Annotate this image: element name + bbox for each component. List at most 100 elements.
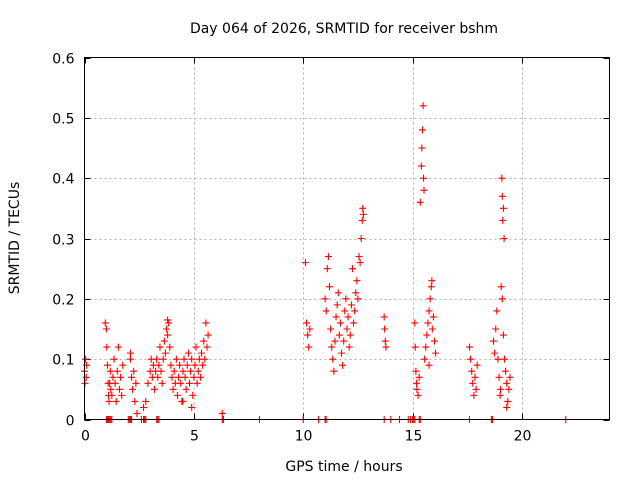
data-point — [176, 361, 184, 369]
data-point — [413, 385, 421, 393]
data-point — [327, 325, 335, 333]
data-point — [142, 397, 150, 405]
data-point — [164, 316, 172, 324]
data-point — [306, 325, 314, 333]
x-axis-label: GPS time / hours — [285, 459, 402, 475]
data-point — [423, 331, 431, 339]
data-point — [113, 367, 121, 375]
data-point — [490, 337, 498, 345]
data-point — [155, 361, 163, 369]
data-point — [131, 397, 139, 405]
data-point — [425, 307, 433, 315]
data-point — [201, 355, 209, 363]
data-points — [81, 102, 570, 423]
data-point — [193, 379, 201, 387]
data-point — [336, 319, 344, 327]
data-point — [126, 349, 134, 357]
data-point — [126, 355, 134, 363]
data-point — [133, 409, 141, 417]
data-point — [506, 373, 514, 381]
data-point — [163, 325, 171, 333]
data-point — [177, 379, 185, 387]
data-point — [159, 355, 167, 363]
data-point — [144, 379, 152, 387]
data-point — [200, 337, 208, 345]
data-point — [339, 361, 347, 369]
data-point — [112, 397, 120, 405]
data-point — [111, 379, 119, 387]
y-axis-label: SRMTID / TECUs — [7, 182, 23, 295]
data-point — [132, 379, 140, 387]
data-point — [151, 385, 158, 393]
y-tick-label: 0.6 — [52, 52, 74, 68]
data-point — [341, 307, 349, 315]
data-point — [110, 355, 118, 363]
data-point — [472, 385, 480, 393]
gridlines — [84, 57, 610, 420]
data-point — [107, 385, 115, 393]
data-point — [114, 343, 122, 351]
data-point — [416, 198, 424, 206]
y-tick-label: 0 — [66, 414, 75, 430]
data-point — [105, 397, 113, 405]
data-point — [499, 204, 507, 212]
data-point — [160, 337, 168, 345]
data-point — [128, 373, 136, 381]
data-point — [467, 355, 475, 363]
data-point — [418, 144, 426, 152]
data-point — [500, 235, 508, 242]
data-point — [106, 367, 114, 375]
data-point — [118, 391, 126, 399]
data-point — [348, 265, 356, 273]
data-point — [493, 307, 501, 315]
data-point — [170, 367, 178, 375]
data-point — [503, 403, 511, 411]
data-point — [329, 355, 337, 363]
data-point — [418, 126, 426, 134]
data-point — [321, 295, 329, 303]
data-point — [345, 343, 353, 351]
data-point — [381, 325, 389, 333]
data-point — [119, 361, 127, 369]
data-point — [424, 319, 432, 327]
data-point — [359, 210, 367, 218]
data-point — [466, 343, 473, 351]
data-point — [413, 379, 421, 387]
data-point — [332, 313, 340, 321]
data-point — [129, 385, 137, 393]
data-point — [503, 379, 511, 387]
data-point — [498, 192, 506, 200]
data-point — [470, 391, 478, 399]
data-point — [324, 253, 332, 261]
data-point — [187, 367, 195, 375]
data-point — [198, 349, 206, 357]
data-point — [157, 367, 165, 375]
data-point — [166, 343, 174, 351]
data-point — [358, 216, 366, 224]
data-point — [340, 337, 348, 345]
data-point — [301, 259, 309, 267]
data-point — [422, 343, 430, 351]
data-point — [414, 391, 422, 399]
data-point — [103, 361, 111, 369]
data-point — [499, 331, 507, 339]
data-point — [382, 343, 390, 351]
data-point — [420, 174, 428, 182]
data-point — [495, 373, 503, 381]
data-point — [169, 385, 177, 393]
x-tick-label: 15 — [405, 429, 423, 445]
data-point — [353, 277, 361, 285]
x-tick-label: 5 — [190, 429, 199, 445]
data-point — [203, 343, 211, 351]
data-point — [502, 367, 510, 375]
data-point — [350, 319, 358, 327]
data-point — [218, 409, 226, 417]
data-point — [419, 102, 427, 110]
data-point — [425, 361, 433, 369]
data-point — [191, 361, 199, 369]
data-point — [101, 319, 109, 327]
data-point — [82, 355, 90, 363]
data-point — [130, 367, 138, 375]
data-point — [354, 295, 362, 303]
y-tick-label: 0.4 — [52, 172, 74, 188]
